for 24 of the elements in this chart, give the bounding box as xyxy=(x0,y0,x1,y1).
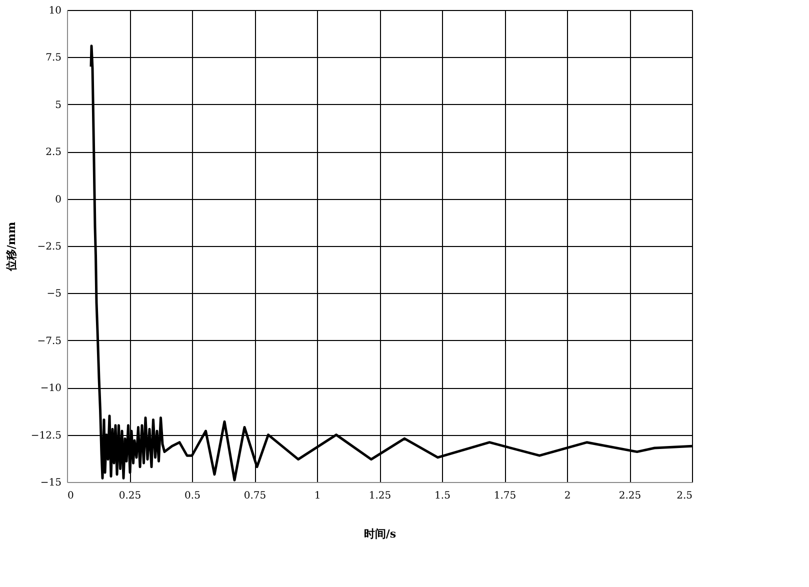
x-tick-label: 1.25 xyxy=(368,490,392,502)
x-tick-label: 1.5 xyxy=(434,490,450,502)
y-tick-label: −5 xyxy=(46,288,62,300)
x-tick-label: 0.75 xyxy=(244,490,266,502)
x-tick-label: 0.5 xyxy=(184,490,200,502)
y-tick-label: −12.5 xyxy=(30,430,62,442)
y-tick-label: −15 xyxy=(40,478,62,488)
x-tick-label: 2.25 xyxy=(618,490,642,502)
x-axis-title: 时间/s xyxy=(364,528,396,540)
y-tick-label: −7.5 xyxy=(37,336,62,347)
x-tick-label: 0 xyxy=(68,490,74,502)
y-tick-label: 5 xyxy=(55,100,62,111)
x-tick-label: 1 xyxy=(314,490,321,502)
y-tick-label: 0 xyxy=(55,194,62,206)
y-tick-label: −2.5 xyxy=(37,242,62,252)
x-tick-label: 0.25 xyxy=(118,490,142,502)
y-tick-label: 2.5 xyxy=(46,147,62,158)
y-tick-label: 7.5 xyxy=(46,52,62,64)
x-tick-label: 2 xyxy=(564,490,571,502)
y-tick-label: −10 xyxy=(40,383,62,394)
x-tick-label: 2.5 xyxy=(676,490,692,502)
y-tick-label: 10 xyxy=(48,6,62,16)
y-axis-title: 位移/mm xyxy=(4,221,18,272)
x-tick-label: 1.75 xyxy=(494,490,516,502)
